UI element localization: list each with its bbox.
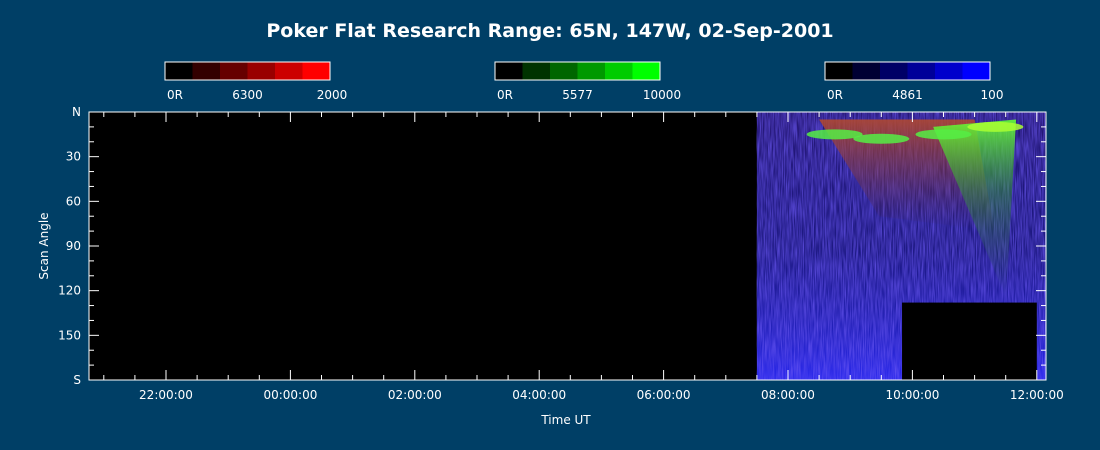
data-gap	[902, 302, 1037, 380]
colorbar-wavelength-label: 4861	[892, 88, 923, 102]
y-axis: N 30 60 90 120 150 S	[58, 105, 1046, 387]
colorbar-swatch	[852, 62, 881, 80]
aurora-band	[853, 133, 910, 144]
colorbar-swatch	[935, 62, 963, 80]
colorbar-min-label: 0R	[497, 88, 513, 102]
x-axis-label: Time UT	[540, 413, 591, 427]
colorbar-swatch	[275, 62, 303, 80]
y-tick-label: 30	[66, 150, 81, 164]
x-tick-label: 22:00:00	[139, 388, 193, 402]
colorbar-swatch	[550, 62, 578, 80]
x-tick-label: 12:00:00	[1010, 388, 1064, 402]
colorbar-frame	[824, 61, 991, 81]
aurora-band	[806, 129, 863, 140]
x-tick-label: 08:00:00	[761, 388, 815, 402]
colorbar-swatch	[907, 62, 936, 80]
colorbar-swatch	[605, 62, 633, 80]
colorbar-swatch	[302, 62, 331, 80]
x-axis: 22:00:00 00:00:00 02:00:00 04:00:00 06:00:00…	[103, 112, 1064, 402]
y-tick-label: N	[72, 105, 81, 119]
x-tick-label: 02:00:00	[388, 388, 442, 402]
y-tick-label: 90	[66, 239, 81, 253]
colorbar-wavelength-label: 5577	[562, 88, 593, 102]
colorbar-swatch	[632, 62, 661, 80]
colorbar-4861: 0R 4861 100	[824, 61, 1004, 102]
aurora-band	[967, 121, 1024, 132]
colorbar-wavelength-label: 6300	[232, 88, 263, 102]
colorbar-swatch	[962, 62, 991, 80]
colorbar-swatch	[577, 62, 606, 80]
green-emission	[933, 119, 1017, 299]
colorbar-swatch	[247, 62, 276, 80]
x-tick-label: 04:00:00	[512, 388, 566, 402]
colorbar-swatch	[522, 62, 551, 80]
colorbar-swatch	[165, 62, 193, 80]
colorbar-group: 0R 6300 2000 0R 5577 10000 0R 4861 100	[164, 61, 1004, 102]
y-axis-label: Scan Angle	[37, 212, 51, 279]
colorbar-max-label: 100	[981, 88, 1004, 102]
colorbar-frame	[494, 61, 661, 81]
colorbar-5577: 0R 5577 10000	[494, 61, 681, 102]
colorbar-min-label: 0R	[827, 88, 843, 102]
colorbar-frame	[164, 61, 331, 81]
aurora-band	[915, 129, 972, 140]
x-tick-label: 06:00:00	[637, 388, 691, 402]
x-tick-label: 10:00:00	[885, 388, 939, 402]
aurora-image	[756, 112, 1046, 380]
y-tick-label: S	[73, 373, 81, 387]
colorbar-swatch	[825, 62, 853, 80]
colorbar-max-label: 2000	[317, 88, 348, 102]
colorbar-max-label: 10000	[643, 88, 681, 102]
colorbar-swatch	[220, 62, 248, 80]
colorbar-swatch	[880, 62, 908, 80]
y-tick-label: 120	[58, 284, 81, 298]
colorbar-min-label: 0R	[167, 88, 183, 102]
chart-title: Poker Flat Research Range: 65N, 147W, 02…	[266, 20, 833, 42]
y-tick-label: 150	[58, 328, 81, 342]
colorbar-swatch	[192, 62, 221, 80]
x-tick-label: 00:00:00	[263, 388, 317, 402]
colorbar-6300: 0R 6300 2000	[164, 61, 348, 102]
y-tick-label: 60	[66, 194, 81, 208]
colorbar-swatch	[495, 62, 523, 80]
